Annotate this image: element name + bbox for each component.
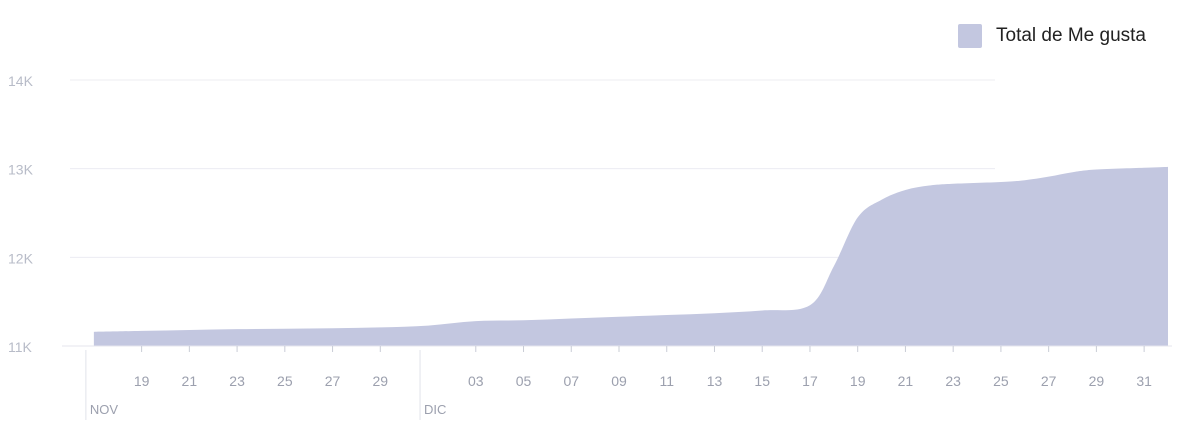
x-tick-label: 25: [993, 373, 1009, 389]
x-tick-label: 27: [325, 373, 341, 389]
x-tick-label: 11: [659, 373, 674, 389]
x-tick-label: 23: [945, 373, 961, 389]
y-tick-label: 11K: [8, 339, 33, 355]
y-tick-label: 14K: [8, 73, 34, 89]
x-tick-label: 31: [1136, 373, 1152, 389]
x-tick-label: 27: [1041, 373, 1057, 389]
area-series-total-likes: [94, 167, 1168, 346]
x-tick-label: 09: [611, 373, 627, 389]
x-tick-label: 05: [516, 373, 532, 389]
x-tick-label: 13: [707, 373, 723, 389]
x-tick-label: 15: [754, 373, 770, 389]
y-tick-label: 12K: [8, 250, 34, 266]
x-tick-label: 19: [850, 373, 866, 389]
x-tick-label: 25: [277, 373, 293, 389]
legend-label: Total de Me gusta: [996, 25, 1146, 47]
x-tick-label: 23: [229, 373, 245, 389]
y-tick-label: 13K: [8, 162, 34, 178]
x-tick-label: 21: [182, 373, 198, 389]
x-tick-label: 21: [898, 373, 914, 389]
legend: Total de Me gusta: [958, 24, 1146, 48]
x-tick-label: 29: [373, 373, 389, 389]
x-tick-label: 07: [563, 373, 579, 389]
x-tick-label: 03: [468, 373, 484, 389]
legend-swatch: [958, 24, 982, 48]
x-tick-label: 17: [802, 373, 818, 389]
month-label: DIC: [424, 402, 446, 417]
x-tick-label: 29: [1089, 373, 1105, 389]
month-label: NOV: [90, 402, 119, 417]
x-tick-label: 19: [134, 373, 150, 389]
